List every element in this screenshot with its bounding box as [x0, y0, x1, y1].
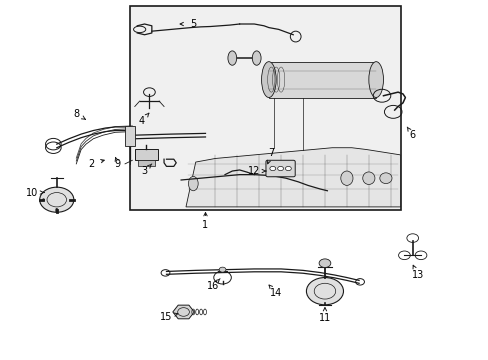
Polygon shape	[185, 148, 400, 207]
Bar	[138, 160, 155, 166]
Text: 16: 16	[206, 281, 219, 291]
Bar	[130, 6, 400, 211]
Text: 11: 11	[318, 313, 330, 323]
Bar	[268, 62, 375, 98]
Text: 7: 7	[267, 148, 274, 158]
Ellipse shape	[252, 51, 261, 65]
Circle shape	[40, 187, 74, 212]
Text: 14: 14	[269, 288, 282, 298]
Text: 5: 5	[190, 19, 196, 29]
Ellipse shape	[362, 172, 374, 184]
Circle shape	[269, 166, 275, 171]
Text: 12: 12	[247, 166, 260, 176]
Text: 13: 13	[410, 270, 423, 280]
Circle shape	[219, 267, 225, 272]
Ellipse shape	[188, 176, 198, 191]
Ellipse shape	[368, 62, 383, 98]
Text: 9: 9	[114, 159, 121, 169]
Text: 10: 10	[26, 188, 39, 198]
Text: 8: 8	[73, 109, 79, 119]
Circle shape	[285, 166, 291, 171]
Ellipse shape	[227, 51, 236, 65]
Ellipse shape	[340, 171, 352, 185]
Bar	[135, 149, 158, 160]
Ellipse shape	[261, 62, 276, 98]
Circle shape	[319, 259, 330, 267]
Bar	[125, 126, 135, 146]
Ellipse shape	[379, 173, 391, 184]
Text: 1: 1	[202, 220, 208, 230]
Text: 4: 4	[139, 116, 145, 126]
Circle shape	[306, 278, 343, 305]
Circle shape	[277, 166, 283, 171]
Text: 6: 6	[409, 130, 415, 140]
Text: 3: 3	[141, 166, 147, 176]
Text: 15: 15	[160, 312, 172, 322]
Text: 2: 2	[88, 159, 94, 169]
FancyBboxPatch shape	[265, 160, 295, 177]
